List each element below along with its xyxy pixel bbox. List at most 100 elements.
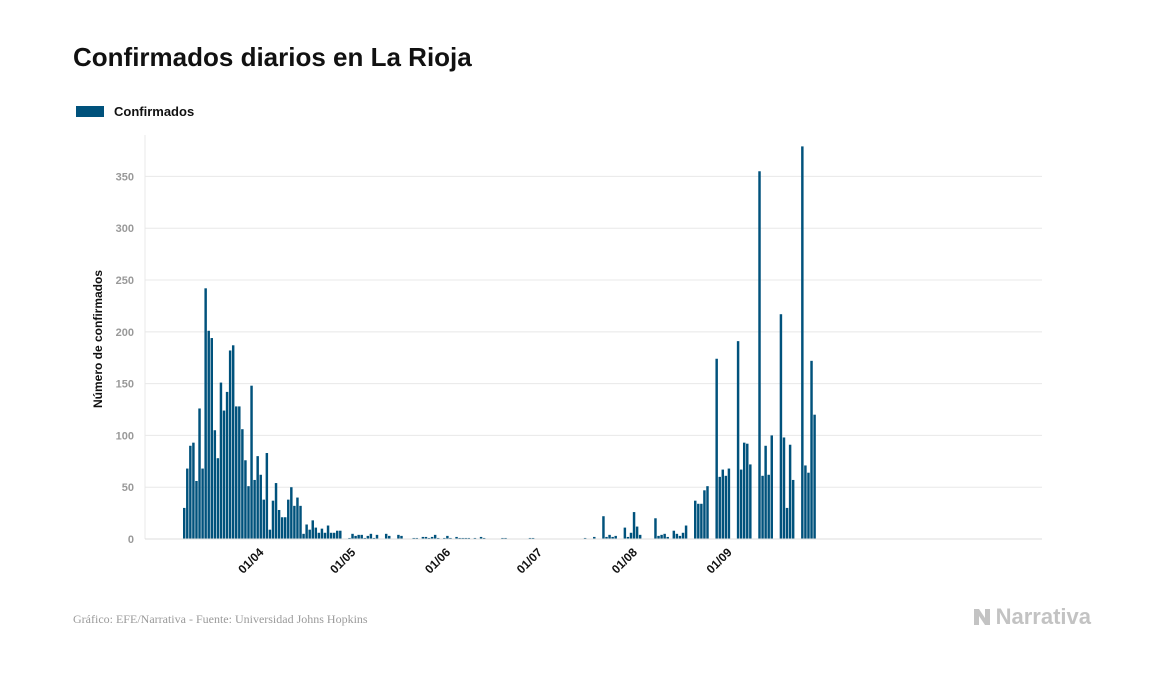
bar <box>308 529 311 539</box>
bar <box>504 537 507 539</box>
bar <box>388 535 391 539</box>
bar <box>697 503 700 539</box>
bar <box>715 358 718 539</box>
bar <box>608 534 611 539</box>
bar <box>528 537 532 539</box>
legend-swatch <box>76 106 104 117</box>
bar <box>779 314 783 539</box>
bar <box>758 171 761 539</box>
bar <box>473 537 477 539</box>
bar <box>299 505 302 539</box>
bar <box>183 507 186 539</box>
bar <box>256 456 259 539</box>
bar <box>727 468 731 539</box>
bar <box>311 520 314 539</box>
bar <box>700 503 703 539</box>
bar <box>323 532 327 539</box>
bar <box>375 534 379 539</box>
bar <box>280 517 284 539</box>
bar <box>736 341 740 539</box>
bar <box>694 500 697 539</box>
x-tick-label: 01/06 <box>422 545 453 576</box>
bar <box>262 499 266 539</box>
bar <box>296 497 299 539</box>
bar <box>219 382 223 539</box>
bar <box>458 537 461 539</box>
bar <box>265 453 269 539</box>
x-tick-label: 01/05 <box>327 545 358 576</box>
bar <box>195 480 198 539</box>
narrativa-logo: Narrativa <box>972 604 1091 630</box>
bar <box>268 529 272 539</box>
y-tick-label: 200 <box>116 327 134 339</box>
bar <box>314 527 318 539</box>
bar <box>638 534 642 539</box>
bar <box>293 505 296 539</box>
bar <box>424 536 428 539</box>
bar <box>804 465 807 539</box>
bar <box>339 530 342 539</box>
bar <box>675 533 679 539</box>
bar <box>632 512 636 539</box>
bar <box>724 475 728 539</box>
legend-label: Confirmados <box>114 104 195 119</box>
bar <box>421 536 425 539</box>
bar <box>317 532 321 539</box>
bar <box>213 430 217 539</box>
bar <box>666 536 669 539</box>
bar <box>259 474 262 539</box>
bar <box>400 535 403 539</box>
bar <box>372 537 376 539</box>
bar <box>446 535 449 539</box>
bar <box>623 527 627 539</box>
bar <box>357 534 360 539</box>
bar <box>635 526 639 539</box>
bar <box>746 443 749 539</box>
bar <box>287 499 290 539</box>
bar <box>455 536 458 539</box>
bar <box>464 537 467 539</box>
bar <box>767 474 770 539</box>
y-tick-label: 50 <box>122 482 134 494</box>
bar <box>207 330 210 539</box>
bar <box>189 445 192 539</box>
bar <box>602 516 605 539</box>
bar <box>482 537 486 539</box>
bar <box>813 414 816 539</box>
bar <box>629 532 633 539</box>
bar <box>329 532 333 539</box>
x-tick-label: 01/04 <box>235 545 266 576</box>
bar <box>412 537 415 539</box>
y-tick-label: 250 <box>116 275 134 287</box>
bar <box>782 437 786 539</box>
bar <box>807 472 810 539</box>
bar <box>657 535 660 539</box>
bar <box>326 525 330 539</box>
bar <box>785 507 789 539</box>
bar <box>363 537 366 539</box>
bar <box>336 530 339 539</box>
bar <box>186 468 189 539</box>
bar <box>531 537 535 539</box>
bar <box>433 534 437 539</box>
bar <box>449 537 452 539</box>
bar <box>384 533 388 539</box>
y-tick-label: 350 <box>116 171 134 183</box>
bar <box>271 500 275 539</box>
y-tick-label: 100 <box>116 430 134 442</box>
bar <box>427 537 431 539</box>
bar <box>501 537 504 539</box>
bar <box>228 350 232 539</box>
bar <box>201 468 204 539</box>
bar <box>250 385 253 539</box>
y-tick-label: 0 <box>128 534 134 546</box>
x-tick-label: 01/08 <box>609 545 640 576</box>
bar <box>198 408 201 539</box>
bar <box>764 445 767 539</box>
bar <box>605 536 608 539</box>
bar <box>479 536 483 539</box>
bar <box>703 490 706 539</box>
bar <box>749 464 752 539</box>
bar <box>397 534 400 539</box>
